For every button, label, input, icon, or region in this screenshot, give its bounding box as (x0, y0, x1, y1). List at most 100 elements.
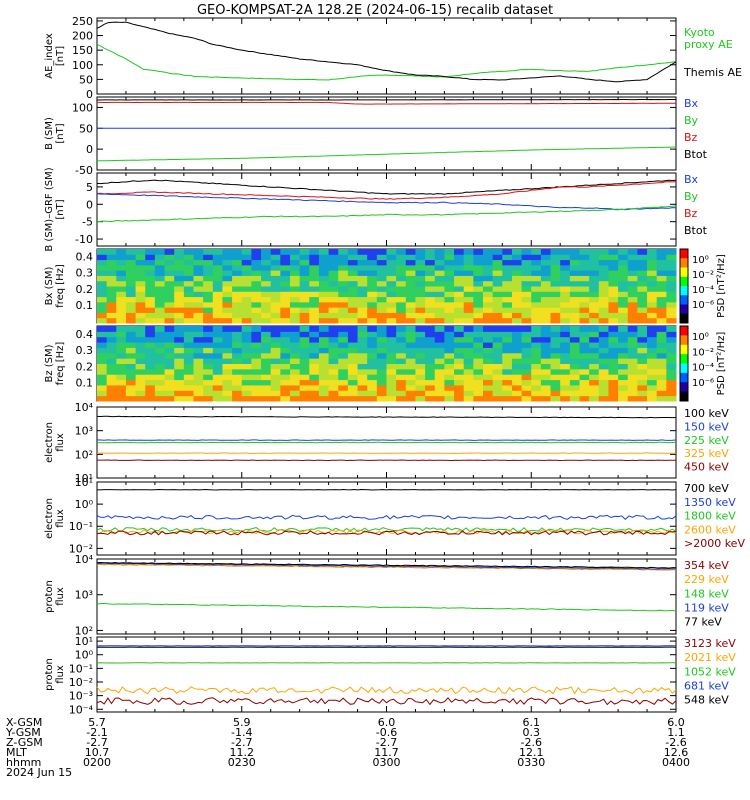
spectrogram-cell (531, 326, 542, 332)
spectrogram-cell (550, 291, 561, 298)
spectrogram-cell (164, 254, 175, 261)
spectrogram-cell (550, 280, 561, 287)
spectrogram-cell (154, 368, 166, 375)
legend-entry: Themis AE (683, 66, 742, 79)
spectrogram-cell (183, 312, 194, 319)
spectrogram-cell (463, 286, 474, 292)
spectrogram-cell (434, 296, 445, 303)
spectrogram-cell (647, 390, 658, 397)
spectrogram-cell (338, 374, 349, 381)
spectrogram-cell (232, 270, 243, 276)
spectrogram-cell (647, 342, 658, 348)
spectrogram-cell (299, 326, 310, 332)
spectrogram-cell (154, 331, 166, 338)
spectrogram-cell (598, 358, 609, 364)
spectrogram-cell (579, 326, 590, 332)
spectrogram-cell (212, 275, 223, 282)
ephemeris-value: 12.6 (664, 746, 689, 759)
spectrogram-cell (454, 374, 465, 381)
spectrogram-cell (376, 291, 387, 298)
spectrogram-cell (299, 342, 310, 348)
spectrogram-cell (367, 275, 378, 282)
spectrogram-cell (328, 352, 339, 359)
spectrogram-cell (492, 280, 503, 287)
spectrogram-cell (386, 347, 397, 354)
spectrogram-cell (608, 291, 619, 298)
spectrogram-cell (299, 390, 310, 397)
y-tick-label: 10¹ (75, 635, 93, 648)
spectrogram-cell (511, 291, 523, 298)
spectrogram-cell (309, 395, 320, 402)
spectrogram-cell (193, 363, 204, 370)
spectrogram-cell (531, 374, 542, 381)
spectrogram-cell (386, 331, 397, 338)
spectrogram-cell (608, 301, 619, 308)
ephemeris-value: 0200 (83, 756, 111, 769)
spectrogram-cell (270, 264, 281, 271)
spectrogram-cell (106, 296, 117, 303)
spectrogram-cell (521, 264, 532, 271)
spectrogram-cell (463, 395, 474, 402)
spectrogram-cell (569, 379, 580, 386)
spectrogram-cell (261, 291, 272, 298)
spectrogram-cell (434, 336, 445, 343)
spectrogram-cell (309, 270, 320, 276)
spectrogram-cell (135, 270, 146, 276)
spectrogram-cell (492, 374, 503, 381)
spectrogram-cell (106, 249, 117, 255)
y-tick-label: 250 (72, 15, 93, 28)
spectrogram-cell (473, 307, 484, 313)
spectrogram-cell (483, 312, 494, 319)
y-tick-label: -10 (75, 233, 93, 246)
spectrogram-cell (270, 336, 281, 343)
spectrogram-cell (598, 374, 609, 381)
spectrogram-cell (579, 296, 590, 303)
spectrogram-cell (125, 395, 137, 402)
spectrogram-cell (203, 296, 214, 303)
spectrogram-cell (232, 249, 243, 255)
spectrogram-cell (280, 384, 291, 391)
spectrogram-cell (444, 301, 455, 308)
spectrogram-cell (116, 363, 127, 370)
panel-frame (96, 17, 677, 95)
spectrogram-cell (183, 286, 194, 292)
spectrogram-cell (618, 352, 629, 359)
spectrogram-cell (656, 331, 667, 338)
spectrogram-cell (299, 275, 310, 282)
spectrogram-cell (444, 395, 455, 402)
spectrogram-cell (106, 326, 117, 332)
spectrogram-cell (212, 331, 223, 338)
spectrogram-cell (415, 384, 426, 391)
spectrogram-cell (396, 395, 407, 402)
spectrogram-cell (299, 270, 310, 276)
spectrogram-cell (376, 326, 387, 332)
spectrogram-cell (116, 296, 127, 303)
spectrogram-cell (290, 275, 301, 282)
spectrogram-cell (444, 390, 455, 397)
spectrogram-cell (569, 395, 580, 402)
spectrogram-cell (454, 352, 465, 359)
spectrogram-cell (367, 331, 378, 338)
spectrogram-cell (434, 249, 445, 255)
spectrogram-cell (376, 312, 387, 319)
spectrogram-cell (454, 347, 465, 354)
spectrogram-cell (193, 280, 204, 287)
spectrogram-cell (299, 384, 310, 391)
spectrogram-cell (589, 275, 600, 282)
series-line-150-kev (96, 439, 677, 441)
spectrogram-cell (589, 280, 600, 287)
spectrogram-cell (232, 390, 243, 397)
spectrogram-cell (357, 352, 368, 359)
spectrogram-cell (222, 379, 233, 386)
spectrogram-cell (386, 264, 397, 271)
spectrogram-cell (203, 317, 214, 324)
spectrogram-cell (212, 395, 223, 402)
spectrogram-cell (270, 317, 281, 324)
spectrogram-cell (637, 336, 648, 343)
spectrogram-cell (569, 390, 580, 397)
spectrogram-cell (299, 301, 310, 308)
spectrogram-cell (473, 286, 484, 292)
spectrogram-cell (328, 307, 339, 313)
spectrogram-cell (589, 307, 600, 313)
spectrogram-cell (415, 270, 426, 276)
